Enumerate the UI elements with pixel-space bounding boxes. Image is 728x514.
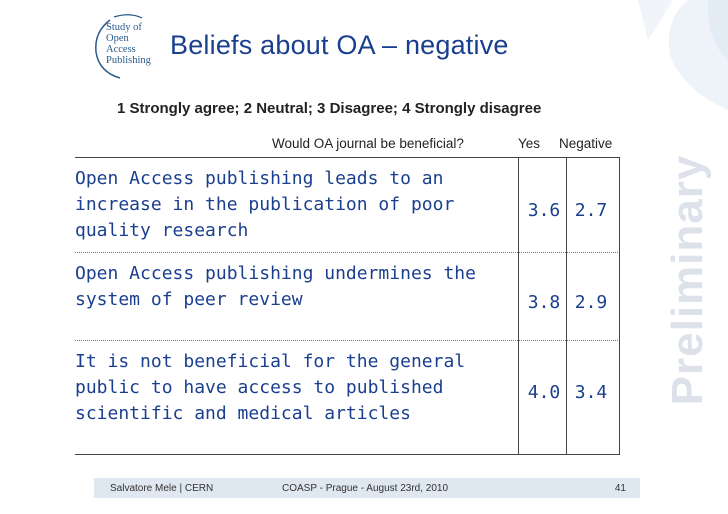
footer-author: Salvatore Mele | CERN xyxy=(110,483,214,494)
column-divider xyxy=(518,158,519,454)
logo-line: Publishing xyxy=(106,55,151,66)
footer-event: COASP - Prague - August 23rd, 2010 xyxy=(282,483,449,494)
yes-value-cell: 3.8 xyxy=(527,292,561,313)
negative-value-cell: 3.4 xyxy=(574,382,608,403)
logo-line: Study of xyxy=(106,22,142,33)
column-header-negative: Negative xyxy=(559,136,613,151)
yes-value-cell: 4.0 xyxy=(527,382,561,403)
yes-value-cell: 3.6 xyxy=(527,200,561,221)
statement-cell: Open Access publishing undermines the sy… xyxy=(75,263,476,310)
logo-swirl xyxy=(95,14,143,79)
column-header-yes: Yes xyxy=(518,136,541,151)
table-row: Open Access publishing leads to an incre… xyxy=(75,158,620,253)
footer-bar: Salvatore Mele | CERN COASP - Prague - A… xyxy=(94,478,640,498)
table-row: It is not beneficial for the general pub… xyxy=(75,341,620,454)
statement-cell: Open Access publishing leads to an incre… xyxy=(75,168,455,241)
page-number: 41 xyxy=(614,483,626,494)
column-divider xyxy=(566,158,567,454)
negative-value-cell: 2.7 xyxy=(574,200,608,221)
scale-legend: 1 Strongly agree; 2 Neutral; 3 Disagree;… xyxy=(117,100,542,117)
statement-cell: It is not beneficial for the general pub… xyxy=(75,351,466,424)
logo-line: Access xyxy=(106,44,136,55)
table-row: Open Access publishing undermines the sy… xyxy=(75,253,620,341)
decorative-shapes xyxy=(638,0,728,110)
results-table: Open Access publishing leads to an incre… xyxy=(75,157,620,455)
column-header-question: Would OA journal be beneficial? xyxy=(272,136,464,151)
slide-title: Beliefs about OA – negative xyxy=(170,30,509,60)
logo-line: Open xyxy=(106,33,129,44)
preliminary-watermark: Preliminary xyxy=(663,154,712,406)
negative-value-cell: 2.9 xyxy=(574,292,608,313)
logo: Study of Open Access Publishing xyxy=(80,12,170,82)
column-divider xyxy=(619,158,620,454)
